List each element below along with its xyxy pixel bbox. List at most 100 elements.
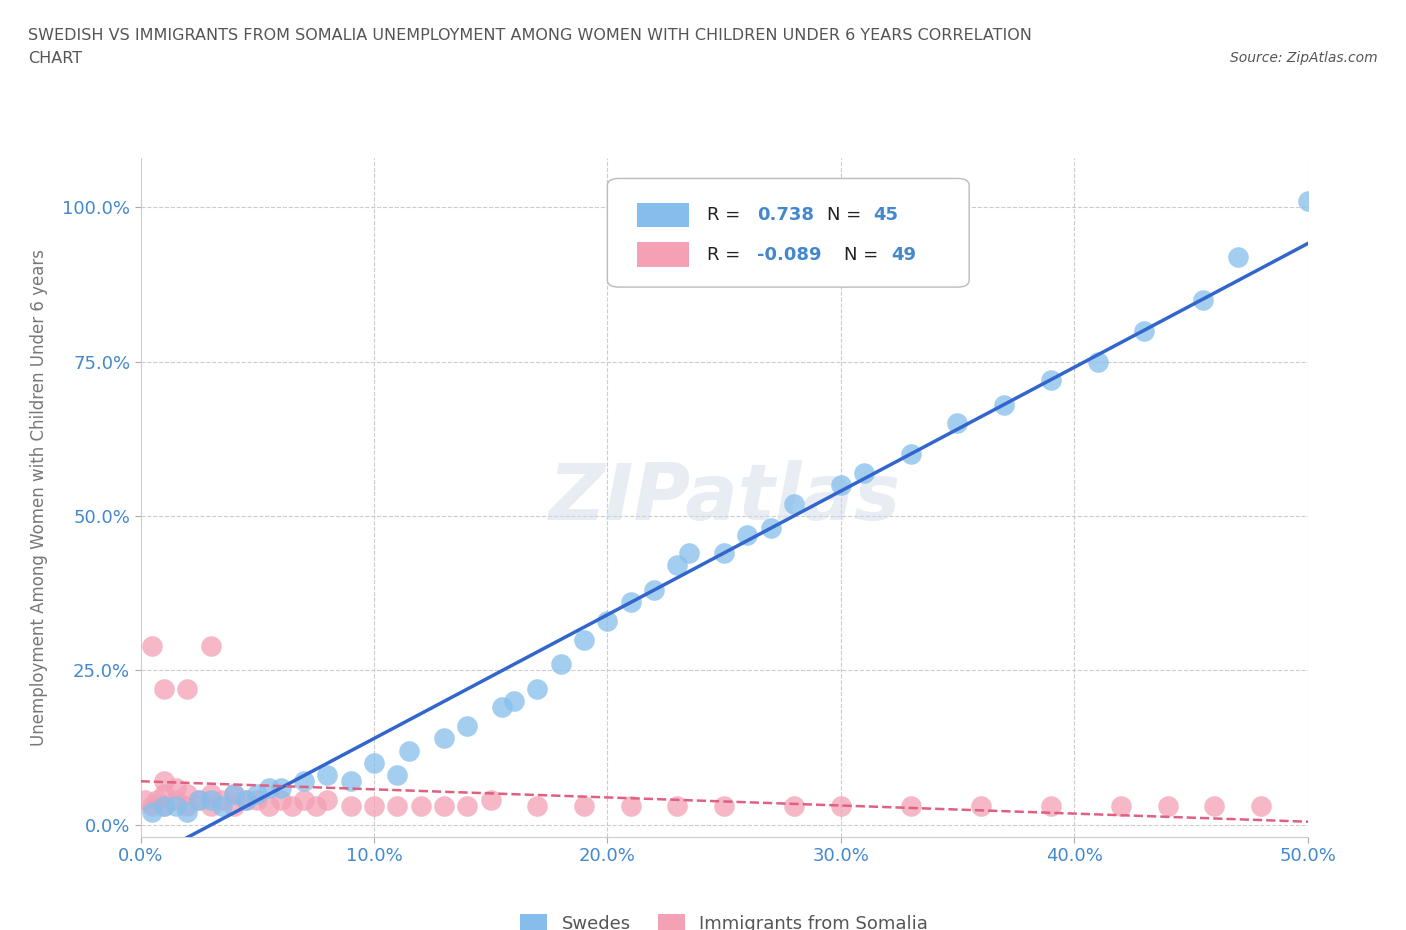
Point	[292, 792, 315, 807]
Point	[666, 558, 689, 573]
Point	[1250, 799, 1272, 814]
Point	[900, 447, 922, 462]
Point	[235, 792, 257, 807]
Legend: Swedes, Immigrants from Somalia: Swedes, Immigrants from Somalia	[513, 907, 935, 930]
Point	[550, 657, 572, 671]
Point	[211, 792, 233, 807]
Point	[572, 632, 595, 647]
Point	[433, 799, 456, 814]
Point	[526, 799, 548, 814]
Point	[222, 799, 245, 814]
Point	[134, 792, 156, 807]
Point	[666, 799, 689, 814]
Point	[257, 799, 280, 814]
Point	[759, 521, 782, 536]
Point	[222, 787, 245, 802]
Point	[946, 416, 969, 431]
Text: CHART: CHART	[28, 51, 82, 66]
FancyBboxPatch shape	[607, 179, 969, 287]
Point	[1191, 293, 1213, 308]
Point	[292, 774, 315, 789]
Point	[188, 792, 211, 807]
Point	[176, 787, 198, 802]
Point	[620, 595, 643, 610]
Point	[281, 799, 304, 814]
Text: N =: N =	[827, 206, 866, 224]
Point	[222, 787, 245, 802]
Point	[830, 799, 852, 814]
Point	[1133, 324, 1156, 339]
Point	[387, 799, 409, 814]
Point	[643, 583, 665, 598]
Text: -0.089: -0.089	[756, 246, 821, 263]
Point	[176, 804, 198, 819]
Point	[900, 799, 922, 814]
Point	[387, 768, 409, 783]
Point	[1109, 799, 1132, 814]
Point	[246, 792, 269, 807]
Point	[146, 792, 169, 807]
Point	[153, 787, 176, 802]
Point	[339, 799, 361, 814]
Point	[153, 799, 176, 814]
Point	[993, 397, 1015, 412]
Point	[141, 638, 163, 653]
Point	[526, 682, 548, 697]
Point	[246, 787, 269, 802]
Point	[211, 799, 233, 814]
FancyBboxPatch shape	[637, 243, 689, 267]
FancyBboxPatch shape	[637, 203, 689, 227]
Point	[153, 774, 176, 789]
Point	[678, 546, 700, 561]
Point	[235, 792, 257, 807]
Point	[200, 638, 222, 653]
Point	[165, 799, 187, 814]
Point	[456, 719, 478, 734]
Point	[830, 478, 852, 493]
Point	[853, 465, 876, 480]
Text: SWEDISH VS IMMIGRANTS FROM SOMALIA UNEMPLOYMENT AMONG WOMEN WITH CHILDREN UNDER : SWEDISH VS IMMIGRANTS FROM SOMALIA UNEMP…	[28, 28, 1032, 43]
Point	[316, 792, 339, 807]
Point	[713, 799, 735, 814]
Point	[398, 743, 420, 758]
Point	[176, 682, 198, 697]
Point	[200, 799, 222, 814]
Point	[1226, 249, 1249, 264]
Point	[737, 527, 759, 542]
Point	[141, 799, 163, 814]
Point	[188, 792, 211, 807]
Point	[1039, 373, 1062, 388]
Point	[176, 799, 198, 814]
Point	[141, 804, 163, 819]
Point	[1156, 799, 1178, 814]
Text: Source: ZipAtlas.com: Source: ZipAtlas.com	[1230, 51, 1378, 65]
Point	[304, 799, 326, 814]
Point	[1296, 193, 1319, 208]
Point	[491, 700, 513, 715]
Point	[165, 792, 187, 807]
Point	[1039, 799, 1062, 814]
Point	[1087, 354, 1109, 369]
Point	[783, 799, 806, 814]
Point	[153, 799, 176, 814]
Point	[620, 799, 643, 814]
Point	[363, 799, 385, 814]
Point	[200, 787, 222, 802]
Point	[165, 780, 187, 795]
Point	[200, 792, 222, 807]
Point	[270, 780, 292, 795]
Point	[970, 799, 993, 814]
Point	[363, 755, 385, 770]
Point	[596, 614, 619, 629]
Point	[713, 546, 735, 561]
Point	[257, 780, 280, 795]
Point	[1204, 799, 1226, 814]
Text: ZIPatlas: ZIPatlas	[548, 459, 900, 536]
Point	[316, 768, 339, 783]
Point	[479, 792, 502, 807]
Point	[503, 694, 526, 709]
Point	[270, 792, 292, 807]
Point	[409, 799, 432, 814]
Text: R =: R =	[707, 206, 745, 224]
Text: R =: R =	[707, 246, 745, 263]
